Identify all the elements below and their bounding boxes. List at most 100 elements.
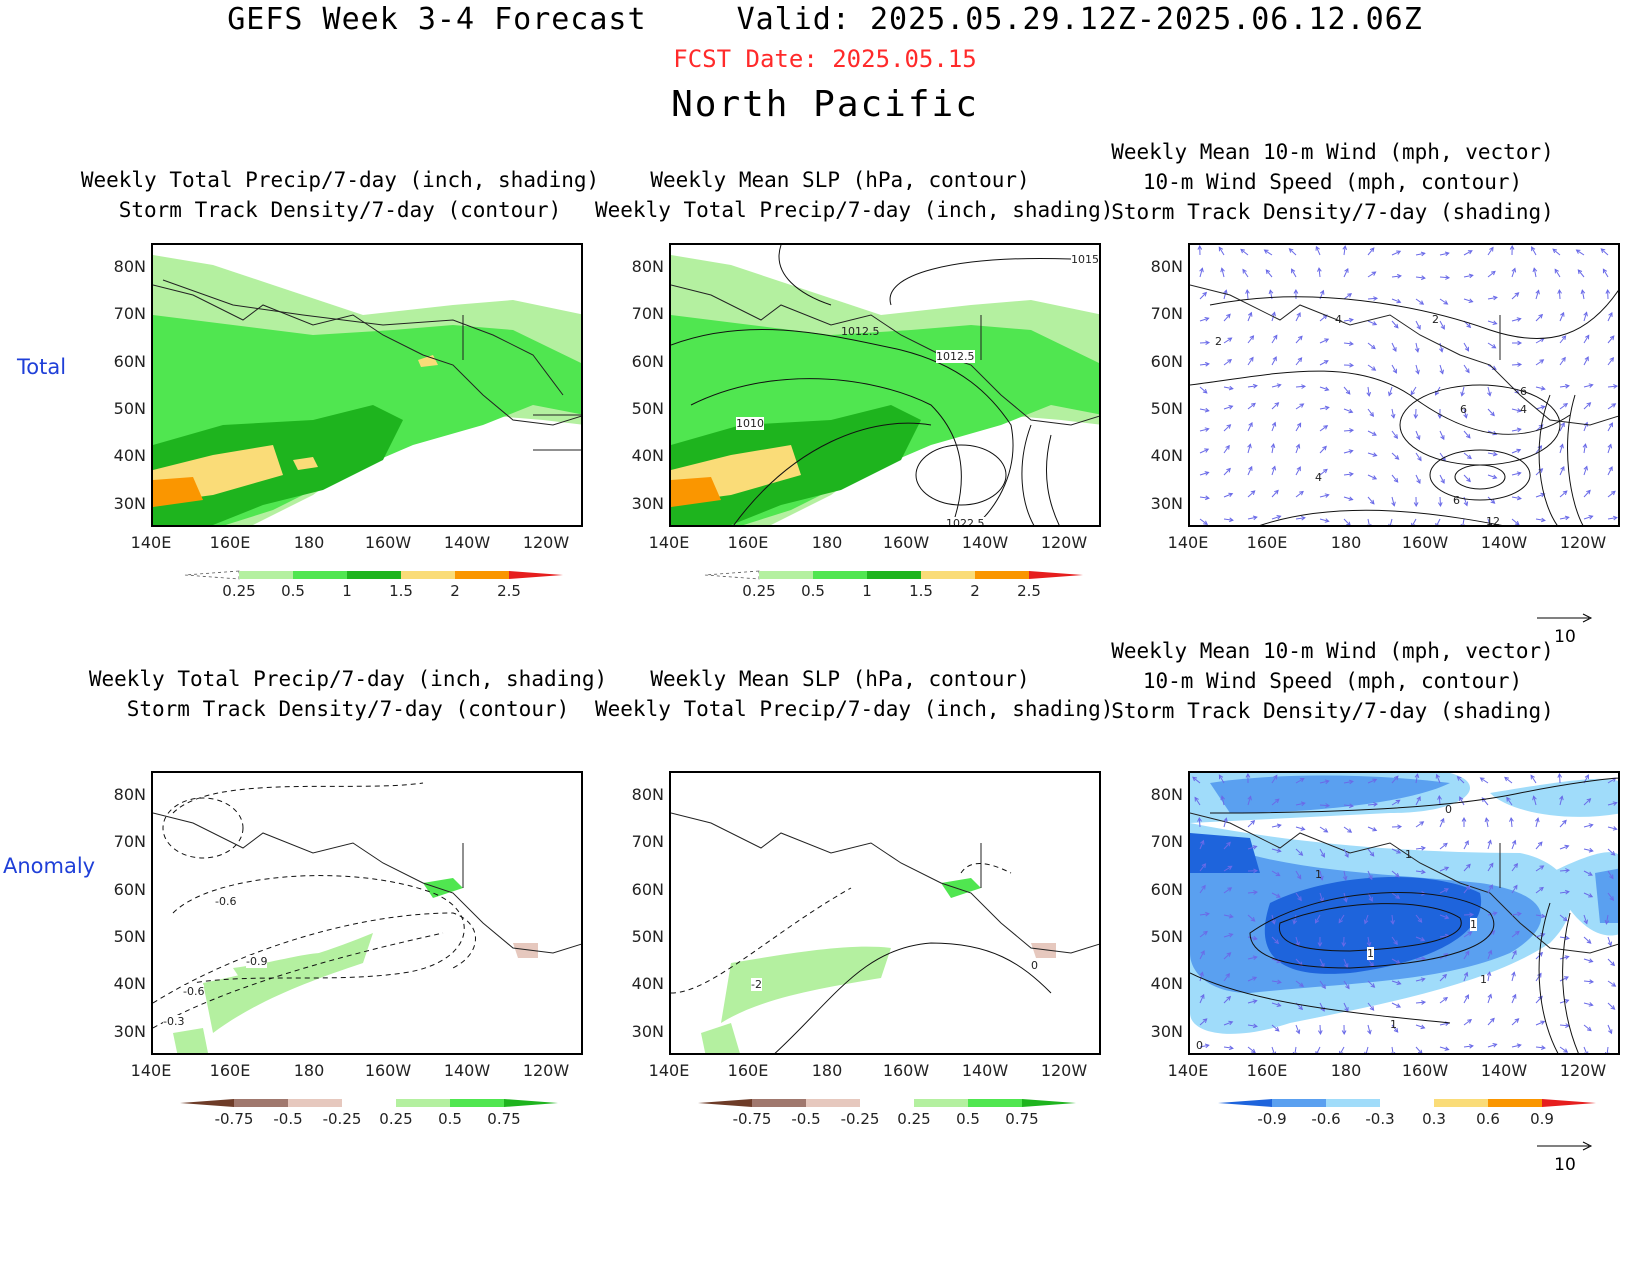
- wind-vector: [1293, 914, 1297, 924]
- wind-vector-head: [1468, 298, 1474, 303]
- lat-tick-label: 50N: [631, 927, 664, 946]
- colorbar-swatch: [698, 1099, 752, 1107]
- wind-vector-head: [1265, 269, 1271, 275]
- wind-vector: [1463, 931, 1472, 938]
- wind-vector: [1577, 269, 1585, 278]
- wind-vector-head: [1276, 1002, 1282, 1007]
- wind-vector-head: [1393, 323, 1399, 329]
- wind-vector-head: [1349, 341, 1354, 346]
- wind-vector-head: [1516, 1043, 1522, 1048]
- wind-vector: [1391, 1002, 1401, 1008]
- lon-tick-label: 140E: [130, 533, 172, 552]
- wind-vector-head: [1466, 323, 1472, 329]
- wind-vector-head: [1298, 335, 1303, 341]
- wind-vector: [1439, 818, 1445, 828]
- wind-vector: [1295, 848, 1303, 856]
- panel-title-line: Storm Track Density/7-day (shading): [1111, 699, 1554, 723]
- wind-vector: [1271, 1024, 1280, 1032]
- lat-tick-label: 70N: [1150, 304, 1183, 323]
- wind-vector: [1487, 474, 1497, 479]
- lon-tick-label: 160E: [1246, 533, 1288, 552]
- wind-vector-head: [1610, 961, 1616, 967]
- wind-vector-head: [1292, 919, 1298, 925]
- wind-vector: [1581, 290, 1585, 300]
- wind-vector: [1343, 980, 1350, 989]
- lat-tick-label: 40N: [113, 974, 146, 993]
- wind-vector-head: [1563, 402, 1569, 408]
- wind-vector-head: [1464, 994, 1469, 1000]
- wind-vector-head: [1252, 515, 1258, 521]
- wind-vector-head: [1393, 940, 1398, 946]
- lon-tick-label: 160W: [1401, 1061, 1449, 1080]
- wind-vector: [1271, 356, 1277, 366]
- colorbar-swatch: [450, 1099, 504, 1107]
- colorbar-storm-anom: [1208, 1096, 1608, 1110]
- wind-vector-head: [1539, 865, 1545, 870]
- wind-vector: [1295, 958, 1303, 967]
- wind-vector: [1487, 972, 1491, 982]
- wind-vector-head: [1367, 1029, 1372, 1035]
- panel-title-precip-anom: Weekly Total Precip/7-day (inch, shading…: [48, 664, 648, 724]
- wind-vector-head: [1323, 360, 1329, 365]
- region-title: North Pacific: [671, 84, 979, 125]
- wind-vector-head: [1228, 1020, 1234, 1026]
- wind-vector: [1319, 980, 1326, 989]
- wind-contour-label: 4: [1315, 471, 1322, 484]
- wind-vector-head: [1563, 976, 1569, 981]
- wind-vector: [1531, 246, 1537, 256]
- wind-vector: [1438, 795, 1441, 806]
- wind-vector-head: [1414, 347, 1420, 353]
- wind-vector-head: [1413, 502, 1419, 508]
- wind-vector: [1199, 1018, 1208, 1026]
- wind-vector-head: [1200, 839, 1205, 845]
- wind-vector-head: [1348, 496, 1354, 501]
- wind-vector-head: [1225, 444, 1230, 450]
- wind-vector: [1415, 474, 1421, 484]
- wind-vector-head: [1204, 427, 1210, 432]
- wind-vector: [1607, 517, 1617, 520]
- wind-vector-head: [1608, 466, 1613, 472]
- wind-vector: [1463, 452, 1472, 459]
- wind-vector-head: [1561, 356, 1566, 362]
- wind-vector-head: [1460, 391, 1465, 397]
- wind-vector-head: [1349, 362, 1355, 368]
- lat-tick-label: 30N: [113, 494, 146, 513]
- wind-vector: [1391, 298, 1401, 303]
- wind-vector: [1511, 840, 1516, 850]
- wind-vector-head: [1319, 289, 1325, 295]
- wind-vector: [1367, 826, 1377, 831]
- lon-tick-label: 180: [293, 1061, 325, 1080]
- wind-vector-head: [1609, 335, 1615, 341]
- wind-vector-head: [1197, 245, 1203, 250]
- wind-vector: [1583, 798, 1591, 806]
- wind-vector-head: [1397, 824, 1403, 830]
- wind-vector-head: [1348, 779, 1354, 785]
- wind-vector-head: [1348, 408, 1354, 414]
- wind-vector-head: [1463, 413, 1468, 419]
- wind-vector-head: [1296, 312, 1301, 318]
- wind-vector-head: [1370, 983, 1376, 988]
- slp-contour-label: 1022.5: [946, 517, 985, 525]
- wind-vector-head: [1492, 1043, 1498, 1048]
- wind-vector-head: [1205, 361, 1210, 367]
- wind-vector: [1607, 936, 1612, 946]
- wind-vector: [1223, 386, 1233, 390]
- wind-vector-head: [1372, 321, 1378, 326]
- wind-vector: [1388, 386, 1393, 396]
- wind-vector-head: [1226, 467, 1231, 473]
- wind-vector-head: [1442, 973, 1448, 979]
- wind-anom-label: 1: [1480, 973, 1487, 986]
- wind-vector: [1559, 936, 1569, 939]
- wind-vector-head: [1271, 311, 1276, 317]
- wind-vector: [1391, 474, 1399, 483]
- wind-vector-head: [1226, 424, 1232, 429]
- lon-tick-label: 140E: [1167, 533, 1209, 552]
- lat-tick-label: 60N: [1150, 352, 1183, 371]
- colorbar-swatch: [704, 570, 760, 580]
- wind-vector-head: [1272, 356, 1277, 362]
- wind-vector: [1247, 335, 1254, 344]
- wind-vector: [1439, 496, 1441, 507]
- wind-vector: [1600, 248, 1609, 256]
- wind-vector: [1391, 775, 1399, 784]
- wind-vector: [1462, 518, 1465, 525]
